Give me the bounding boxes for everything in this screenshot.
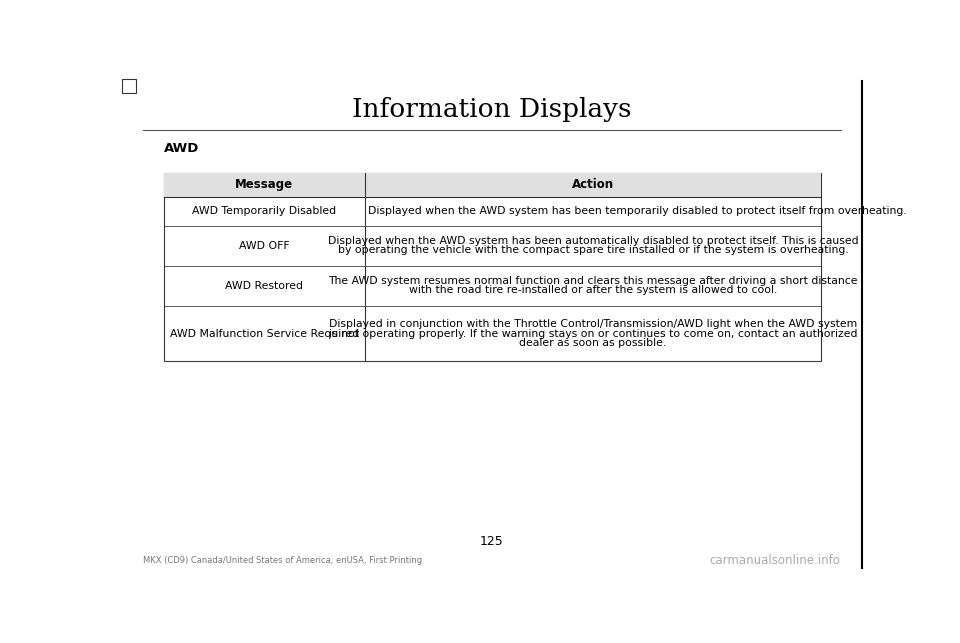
Text: AWD OFF: AWD OFF bbox=[239, 240, 290, 251]
Bar bbox=[122, 78, 135, 93]
Text: AWD: AWD bbox=[164, 142, 200, 155]
Bar bbox=[164, 174, 822, 197]
Text: by operating the vehicle with the compact spare tire installed or if the system : by operating the vehicle with the compac… bbox=[338, 246, 849, 255]
Text: AWD Restored: AWD Restored bbox=[226, 281, 303, 291]
Text: The AWD system resumes normal function and clears this message after driving a s: The AWD system resumes normal function a… bbox=[328, 276, 857, 286]
Text: AWD Temporarily Disabled: AWD Temporarily Disabled bbox=[192, 206, 336, 216]
Text: with the road tire re-installed or after the system is allowed to cool.: with the road tire re-installed or after… bbox=[409, 285, 778, 296]
Text: Displayed when the AWD system has been temporarily disabled to protect itself fr: Displayed when the AWD system has been t… bbox=[369, 206, 907, 216]
Text: dealer as soon as possible.: dealer as soon as possible. bbox=[519, 338, 666, 348]
Text: MKX (CD9) Canada/United States of America, enUSA, First Printing: MKX (CD9) Canada/United States of Americ… bbox=[143, 556, 422, 565]
Text: 125: 125 bbox=[480, 535, 504, 548]
Text: Action: Action bbox=[572, 179, 614, 192]
Text: carmanualsonline.info: carmanualsonline.info bbox=[709, 554, 841, 567]
Text: Displayed when the AWD system has been automatically disabled to protect itself.: Displayed when the AWD system has been a… bbox=[327, 236, 858, 246]
Text: Displayed in conjunction with the Throttle Control/Transmission/AWD light when t: Displayed in conjunction with the Thrott… bbox=[329, 320, 857, 329]
Text: AWD Malfunction Service Required: AWD Malfunction Service Required bbox=[170, 329, 359, 339]
Bar bbox=[164, 174, 822, 361]
Text: Message: Message bbox=[235, 179, 294, 192]
Text: is not operating properly. If the warning stays on or continues to come on, cont: is not operating properly. If the warnin… bbox=[328, 329, 857, 339]
Text: Information Displays: Information Displays bbox=[352, 97, 632, 122]
